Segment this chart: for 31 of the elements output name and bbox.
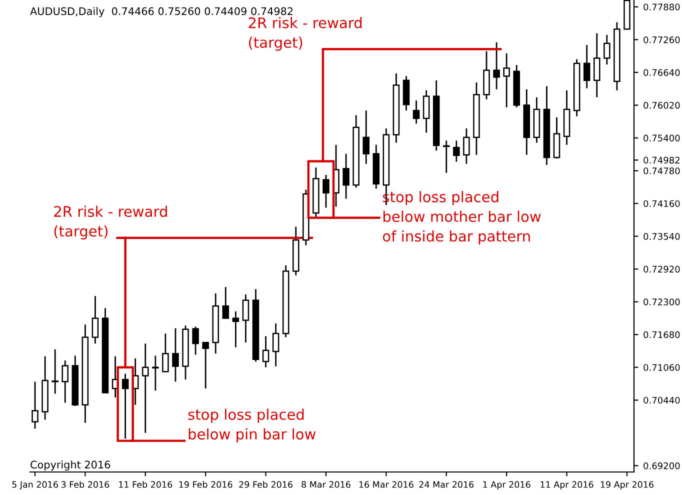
x-tick-label: 3 Feb 2016 <box>61 481 110 488</box>
text: AUDUSD,Daily 0.74466 0.75260 0.74409 0.74982 <box>30 7 293 18</box>
y-tick-label: 0.71060 <box>644 364 680 371</box>
y-tick-label: 0.74160 <box>644 200 680 208</box>
x-tick-label: 16 Mar 2016 <box>359 481 414 488</box>
x-tick-label: 24 Mar 2016 <box>419 481 474 488</box>
y-tick-label: 0.69200 <box>644 462 680 470</box>
y-tick-label: 0.76020 <box>644 102 680 109</box>
x-tick-label: 1 Apr 2016 <box>483 481 530 490</box>
x-tick-label: 8 Mar 2016 <box>302 481 350 488</box>
y-tick-label: 0.77260 <box>644 36 680 44</box>
y-tick-label: 0.75400 <box>644 134 680 142</box>
annotation: Copyright 2016 <box>30 460 110 471</box>
ref-line-label: 2R risk - reward (target) <box>54 206 167 240</box>
y-tick-label: 0.72300 <box>644 298 680 306</box>
y-tick-label: 0.74982 <box>644 156 680 164</box>
x-tick-label: 19 Apr 2016 <box>600 481 654 490</box>
ref-line-label: stop loss placed below pin bar low <box>188 408 316 442</box>
y-tick-label: 0.76640 <box>644 69 680 76</box>
y-tick-label: 0.74780 <box>644 167 680 174</box>
y-tick-label: 0.73540 <box>644 232 680 240</box>
x-tick-label: 5 Jan 2016 <box>12 481 58 490</box>
x-tick-label: 11 Apr 2016 <box>540 481 594 490</box>
y-tick-label: 0.77880 <box>644 4 680 10</box>
x-tick-label: 19 Feb 2016 <box>179 481 232 488</box>
y-tick-label: 0.71680 <box>644 331 680 338</box>
x-tick-label: 11 Feb 2016 <box>119 481 172 488</box>
y-tick-label: 0.70440 <box>644 396 680 404</box>
x-tick-label: 29 Feb 2016 <box>239 481 292 488</box>
ref-line-label: 2R risk - reward (target) <box>248 16 362 51</box>
y-tick-label: 0.72920 <box>644 266 680 273</box>
